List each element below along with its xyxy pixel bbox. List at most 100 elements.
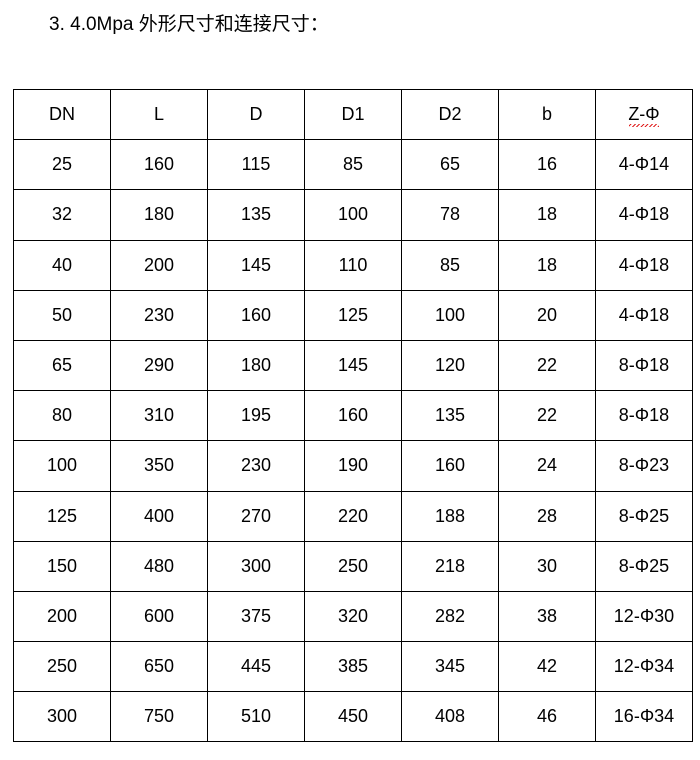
table-row: 65 290 180 145 120 22 8-Φ18 xyxy=(13,339,693,392)
table-cell: 125 xyxy=(304,289,402,341)
table-row: 200 600 375 320 282 38 12-Φ30 xyxy=(13,590,693,643)
table-cell: 85 xyxy=(304,139,402,191)
table-cell: 78 xyxy=(401,189,499,241)
table-cell: 110 xyxy=(304,239,402,291)
table-cell: 480 xyxy=(110,540,208,592)
table-cell: 50 xyxy=(13,289,111,341)
table-cell: 12-Φ30 xyxy=(595,590,693,643)
table-row: 50 230 160 125 100 20 4-Φ18 xyxy=(13,289,693,341)
table-cell: 345 xyxy=(401,641,499,693)
table-row: 80 310 195 160 135 22 8-Φ18 xyxy=(13,390,693,442)
column-header: b xyxy=(498,88,596,141)
table-cell: 16 xyxy=(498,139,596,191)
table-cell: 282 xyxy=(401,590,499,643)
table-cell: 220 xyxy=(304,490,402,542)
table-row: 32 180 135 100 78 18 4-Φ18 xyxy=(13,189,693,241)
table-cell: 100 xyxy=(13,440,111,492)
table-cell: 160 xyxy=(401,440,499,492)
table-cell: 160 xyxy=(207,289,305,341)
table-cell: 400 xyxy=(110,490,208,542)
table-cell: 4-Φ14 xyxy=(595,139,693,191)
table-cell: 230 xyxy=(207,440,305,492)
table-cell: 8-Φ18 xyxy=(595,390,693,442)
table-cell: 100 xyxy=(304,189,402,241)
table-cell: 310 xyxy=(110,390,208,442)
table-cell: 200 xyxy=(110,239,208,291)
dimensions-table: DN L D D1 D2 b Z-Φ 25 160 115 85 65 16 4-Φ14 32 180 135 1… xyxy=(13,88,693,743)
table-cell: 32 xyxy=(13,189,111,241)
table-cell: 230 xyxy=(110,289,208,341)
table-cell: 125 xyxy=(13,490,111,542)
table-cell: 375 xyxy=(207,590,305,643)
table-cell: 4-Φ18 xyxy=(595,189,693,241)
table-cell: 180 xyxy=(207,339,305,392)
table-cell: 408 xyxy=(401,691,499,743)
table-cell: 510 xyxy=(207,691,305,743)
table-cell: 18 xyxy=(498,239,596,291)
table-row: 100 350 230 190 160 24 8-Φ23 xyxy=(13,440,693,492)
table-cell: 300 xyxy=(207,540,305,592)
table-cell: 145 xyxy=(304,339,402,392)
table-cell: 350 xyxy=(110,440,208,492)
table-cell: 135 xyxy=(401,390,499,442)
table-cell: 20 xyxy=(498,289,596,341)
table-cell: 25 xyxy=(13,139,111,191)
table-row: 125 400 270 220 188 28 8-Φ25 xyxy=(13,490,693,542)
table-cell: 100 xyxy=(401,289,499,341)
table-cell: 28 xyxy=(498,490,596,542)
column-header: L xyxy=(110,88,208,141)
column-header: D xyxy=(207,88,305,141)
table-cell: 650 xyxy=(110,641,208,693)
table-cell: 160 xyxy=(304,390,402,442)
table-row: 300 750 510 450 408 46 16-Φ34 xyxy=(13,691,693,743)
table-cell: 150 xyxy=(13,540,111,592)
table-cell: 445 xyxy=(207,641,305,693)
table-cell: 250 xyxy=(13,641,111,693)
table-cell: 190 xyxy=(304,440,402,492)
table-cell: 18 xyxy=(498,189,596,241)
table-cell: 290 xyxy=(110,339,208,392)
table-cell: 80 xyxy=(13,390,111,442)
table-cell: 250 xyxy=(304,540,402,592)
table-cell: 270 xyxy=(207,490,305,542)
table-cell: 218 xyxy=(401,540,499,592)
section-title: 3. 4.0Mpa 外形尺寸和连接尺寸： xyxy=(49,14,329,35)
table-header-row: DN L D D1 D2 b Z-Φ xyxy=(13,88,693,141)
column-header: D1 xyxy=(304,88,402,141)
table-cell: 22 xyxy=(498,390,596,442)
table-cell: 4-Φ18 xyxy=(595,289,693,341)
column-header: DN xyxy=(13,88,111,141)
table-cell: 188 xyxy=(401,490,499,542)
table-cell: 65 xyxy=(401,139,499,191)
table-cell: 195 xyxy=(207,390,305,442)
table-cell: 22 xyxy=(498,339,596,392)
table-cell: 40 xyxy=(13,239,111,291)
table-cell: 12-Φ34 xyxy=(595,641,693,693)
table-cell: 42 xyxy=(498,641,596,693)
table-cell: 4-Φ18 xyxy=(595,239,693,291)
table-row: 250 650 445 385 345 42 12-Φ34 xyxy=(13,641,693,693)
table-cell: 120 xyxy=(401,339,499,392)
table-cell: 65 xyxy=(13,339,111,392)
table-cell: 24 xyxy=(498,440,596,492)
table-cell: 8-Φ25 xyxy=(595,490,693,542)
table-cell: 180 xyxy=(110,189,208,241)
table-row: 25 160 115 85 65 16 4-Φ14 xyxy=(13,139,693,191)
table-cell: 8-Φ23 xyxy=(595,440,693,492)
table-cell: 750 xyxy=(110,691,208,743)
table-cell: 320 xyxy=(304,590,402,643)
column-header: D2 xyxy=(401,88,499,141)
table-cell: 385 xyxy=(304,641,402,693)
table-cell: 300 xyxy=(13,691,111,743)
table-cell: 8-Φ25 xyxy=(595,540,693,592)
table-cell: 16-Φ34 xyxy=(595,691,693,743)
table-cell: 46 xyxy=(498,691,596,743)
table-row: 40 200 145 110 85 18 4-Φ18 xyxy=(13,239,693,291)
table-cell: 30 xyxy=(498,540,596,592)
table-cell: 38 xyxy=(498,590,596,643)
table-cell: 200 xyxy=(13,590,111,643)
table-cell: 600 xyxy=(110,590,208,643)
table-row: 150 480 300 250 218 30 8-Φ25 xyxy=(13,540,693,592)
table-cell: 160 xyxy=(110,139,208,191)
column-header: Z-Φ xyxy=(595,88,693,141)
